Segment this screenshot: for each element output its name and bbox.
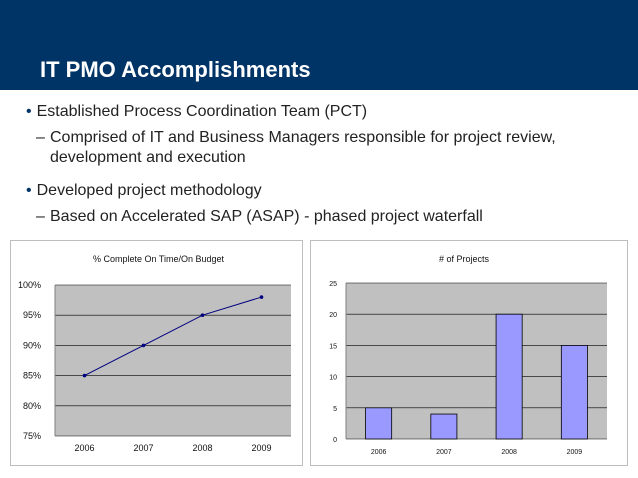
slide-header: IT PMO Accomplishments (0, 0, 638, 90)
bullet-item: • Established Process Coordination Team (… (26, 103, 367, 121)
x-tick-label: 2006 (371, 449, 387, 456)
plot-area (55, 285, 291, 436)
slide-title: IT PMO Accomplishments (40, 57, 311, 82)
sub-bullet-marker: – (36, 129, 45, 146)
y-tick-label: 75% (23, 431, 41, 441)
y-tick-label: 10 (329, 375, 337, 382)
y-tick-label: 95% (23, 310, 41, 320)
bullet-marker: • (26, 103, 32, 120)
x-tick-label: 2007 (436, 449, 452, 456)
sub-bullet-text: Based on Accelerated SAP (ASAP) - phased… (50, 208, 483, 225)
line-chart-title: % Complete On Time/On Budget (93, 254, 225, 264)
bullet-marker: • (26, 182, 32, 199)
x-tick-label: 2008 (501, 449, 517, 456)
bullet-list: • Established Process Coordination Team (… (26, 103, 590, 227)
bullet-text: Established Process Coordination Team (P… (36, 103, 368, 120)
sub-bullet-item: – Comprised of IT and Business Managers r… (36, 128, 590, 168)
y-tick-label: 20 (329, 312, 337, 319)
series-line (84, 296, 262, 377)
y-tick-label: 5 (333, 406, 337, 413)
line-chart-panel: % Complete On Time/On Budget 75% 80% 85% 90… (10, 240, 303, 466)
y-tick-label: 0 (333, 437, 337, 444)
x-tick-label: 2007 (133, 443, 153, 453)
data-point (141, 343, 146, 348)
y-tick-label: 25 (329, 281, 337, 288)
y-tick-label: 80% (23, 401, 41, 411)
bullet-text: Developed project methodology (36, 182, 262, 199)
line-chart: 75% 80% 85% 90% 95% 100% 2006 2007 2008 2009 (18, 280, 291, 453)
data-point (82, 373, 87, 378)
bar-chart: 0 5 10 15 20 25 2006 2007 2008 2009 (329, 281, 607, 456)
y-tick-label: 85% (23, 371, 41, 381)
x-tick-label: 2008 (192, 443, 212, 453)
sub-bullet-marker: – (36, 208, 45, 225)
x-tick-label: 2009 (567, 449, 583, 456)
bar (430, 413, 458, 440)
bar (560, 345, 588, 440)
x-tick-label: 2009 (251, 443, 271, 453)
x-tick-label: 2006 (74, 443, 94, 453)
bar-chart-title: # of Projects (439, 254, 490, 264)
bar-chart-panel: # of Projects 0 5 10 15 20 25 2006 2007 2008 2009 (310, 240, 628, 466)
bar (365, 407, 393, 440)
y-tick-label: 15 (329, 343, 337, 350)
y-tick-label: 90% (23, 340, 41, 350)
sub-bullet-text: Comprised of IT and Business Managers re… (50, 129, 556, 166)
y-tick-label: 100% (18, 280, 41, 290)
bullet-item: • Developed project methodology (26, 182, 262, 200)
bar (495, 313, 523, 440)
data-point (259, 295, 264, 299)
sub-bullet-item: – Based on Accelerated SAP (ASAP) - phase… (36, 207, 590, 227)
data-point (200, 313, 205, 317)
